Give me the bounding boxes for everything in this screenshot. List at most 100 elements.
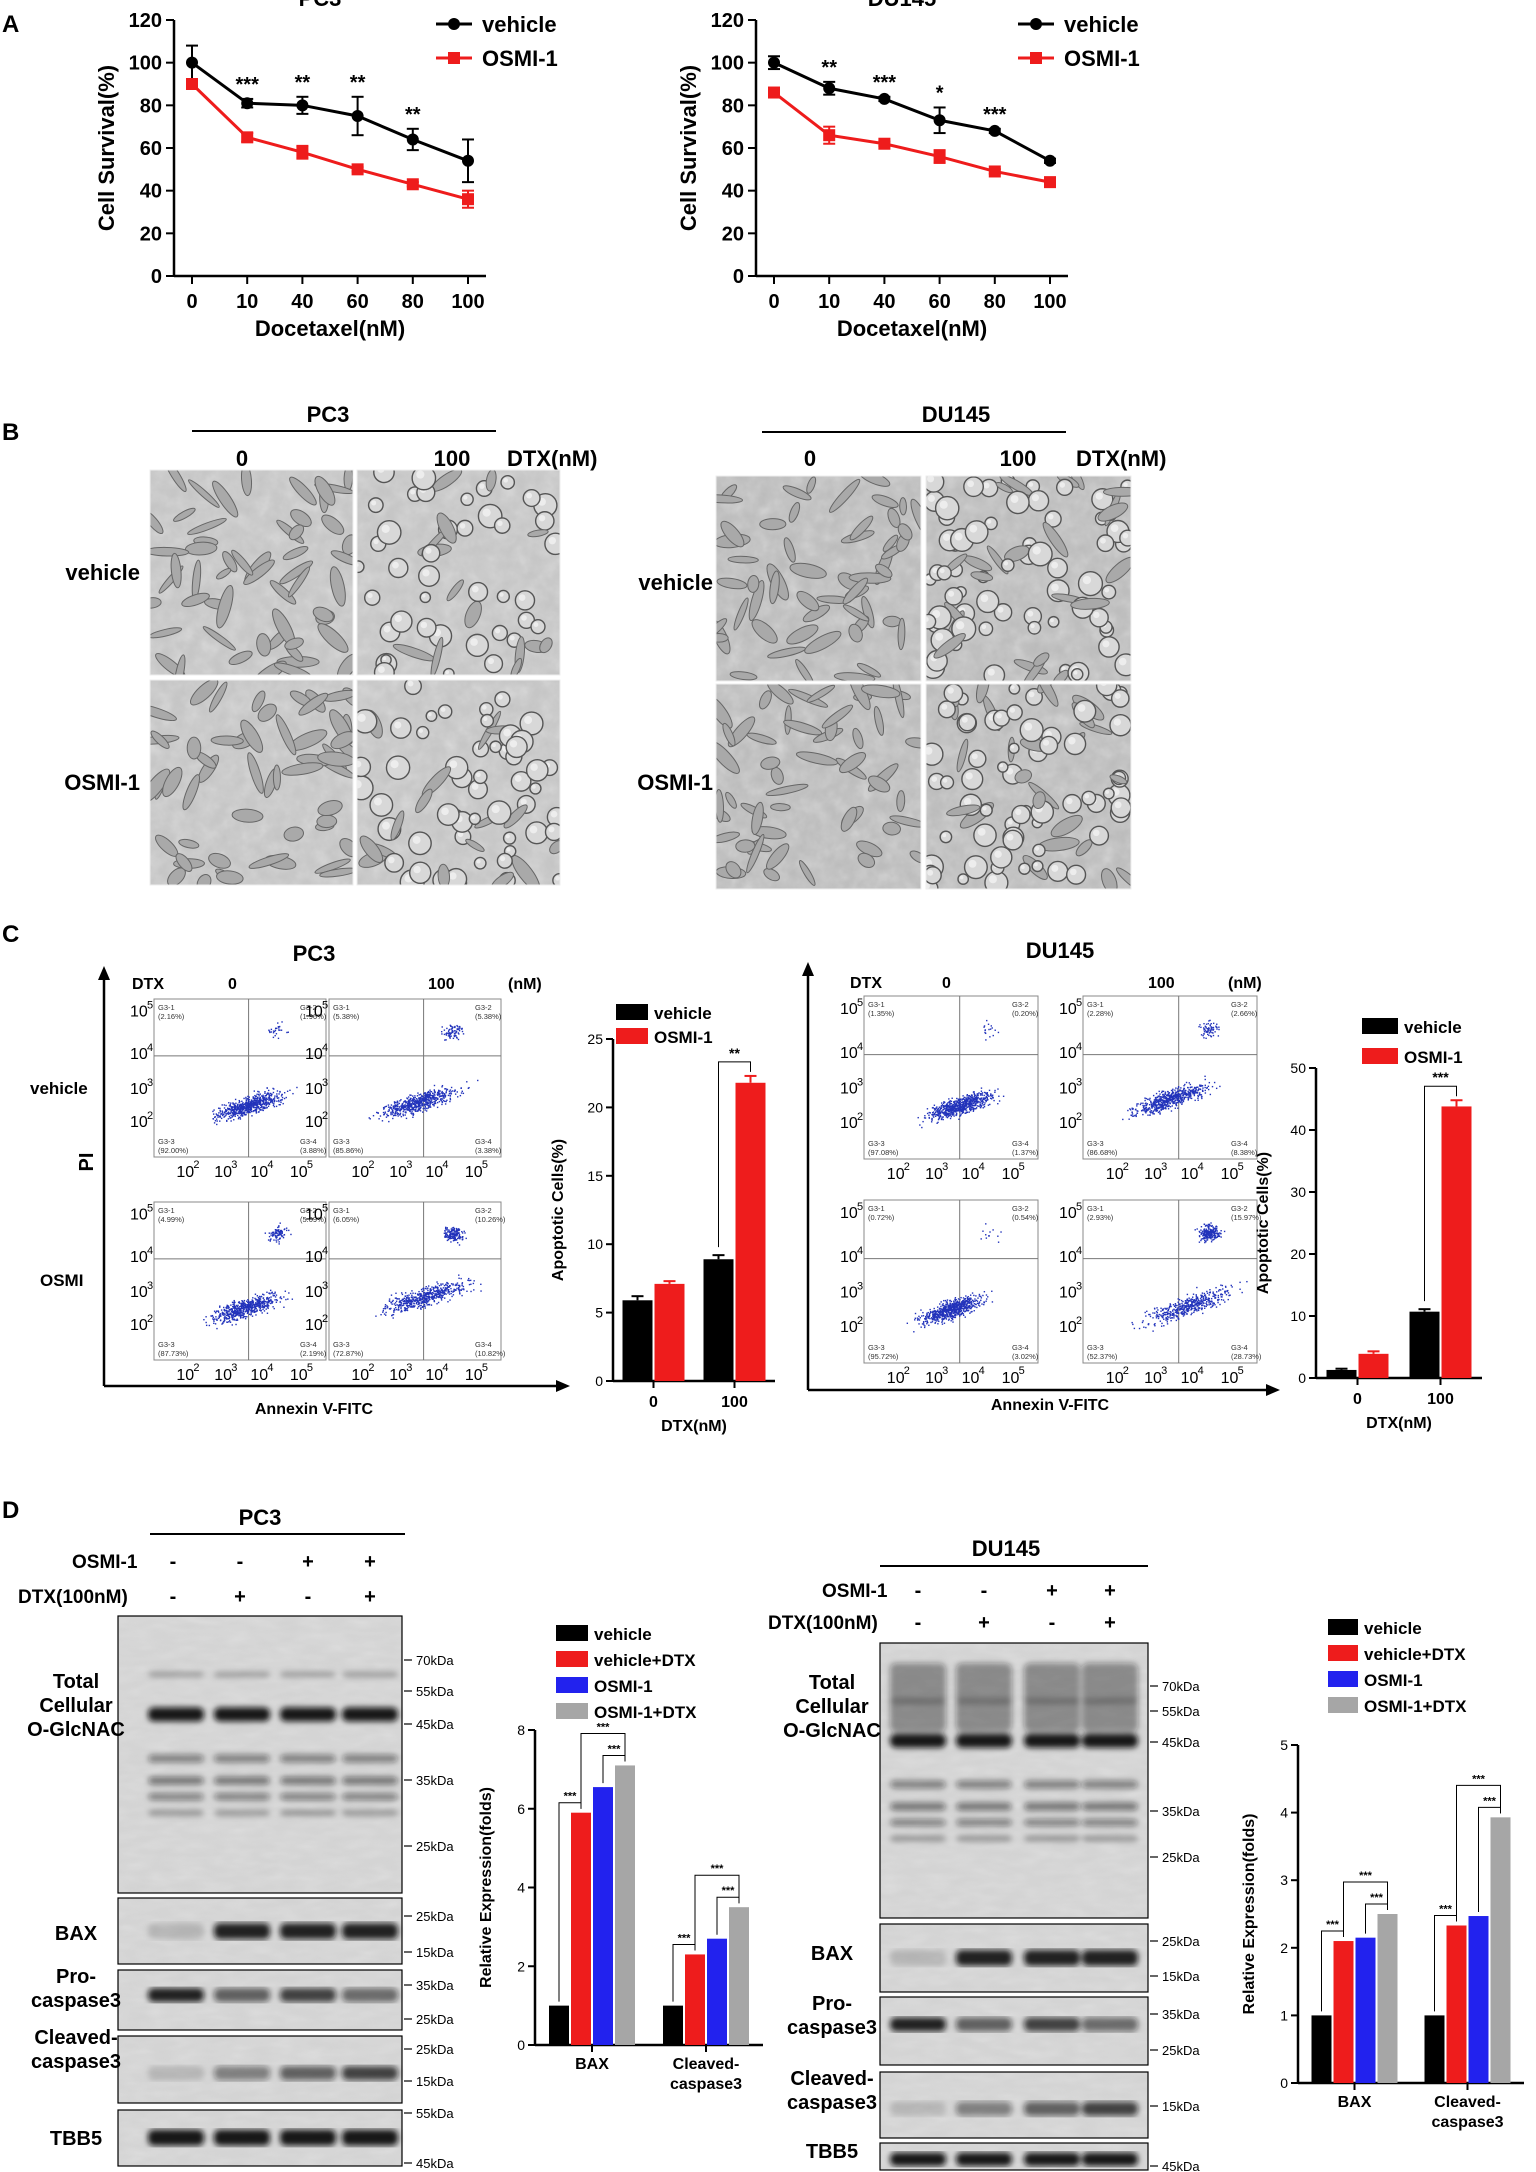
cell-highlight [1122,532,1129,539]
flow-event [427,1289,429,1292]
flow-event [438,1094,440,1096]
flow-event [1211,1085,1214,1088]
flow-event [259,1096,262,1099]
cell [187,479,220,508]
flow-event [249,1303,251,1306]
flow-event [253,1305,256,1307]
flow-event [226,1318,228,1320]
flow-event [253,1099,256,1101]
flow-event [1174,1100,1177,1102]
cell [926,742,944,766]
flow-event [424,1094,427,1096]
flow-x-tick-exp: 3 [231,1362,237,1374]
cell [725,791,737,809]
flow-event [460,1092,463,1094]
flow-event [279,1222,281,1224]
cell [182,774,201,811]
quadrant-q1-name: G3-1 [158,1206,175,1215]
flow-event [432,1092,434,1095]
flow-event [953,1115,955,1117]
flow-event [240,1308,242,1310]
flow-event [437,1286,439,1289]
flow-event [203,1318,205,1321]
flow-event [278,1103,280,1106]
flow-event [939,1108,942,1110]
cell [848,623,863,643]
cell [527,529,549,538]
cell [460,492,474,507]
flow-event [427,1285,430,1287]
flow-event [276,1096,278,1098]
y-tick-label: 120 [129,10,162,32]
cell [1039,735,1059,755]
flow-event [452,1037,455,1040]
flow-event [213,1122,216,1124]
flow-event [414,1095,416,1097]
cell [1055,478,1074,497]
flow-event [948,1110,950,1113]
flow-event [416,1101,418,1104]
cell-highlight [538,514,546,522]
flow-event [226,1321,228,1323]
flow-event [951,1097,953,1099]
flow-event [415,1110,418,1112]
flow-event [455,1289,457,1291]
quadrant-q4-name: G3-4 [1012,1139,1029,1148]
flow-event [434,1099,437,1101]
cell-highlight [1007,819,1013,825]
flow-event [422,1296,425,1298]
flow-event [230,1120,232,1122]
flow-event [395,1308,398,1311]
cell-highlight [1015,808,1022,816]
flow-event [418,1302,421,1304]
flow-x-tick-exp: 2 [368,1362,374,1374]
flow-event [376,1111,378,1114]
cell [240,470,253,497]
flow-event [421,1301,423,1303]
flow-event [417,1305,420,1308]
flow-event [288,1292,290,1294]
quadrant-q4-name: G3-4 [475,1340,492,1349]
flow-event [272,1087,274,1090]
flow-event [219,1109,221,1112]
cell-highlight [425,547,432,554]
flow-event [258,1098,261,1101]
flow-event [400,1311,402,1313]
flow-event [258,1097,260,1099]
flow-event [438,1289,440,1291]
flow-event [418,1094,420,1096]
flow-event [216,1310,218,1312]
flow-event [279,1029,281,1031]
flow-event [1155,1092,1158,1095]
flow-event [444,1297,446,1299]
flow-event [402,1304,404,1307]
flow-event [955,1112,958,1115]
cell [1070,667,1084,681]
flow-event [247,1098,249,1100]
flow-event [964,1103,967,1105]
flow-event [419,1096,422,1099]
flow-event [251,1305,254,1307]
flow-event [264,1095,267,1097]
flow-event [1134,1114,1136,1117]
flow-event [236,1307,239,1309]
flow-event [400,1115,403,1118]
flow-event [459,1025,461,1028]
cell [384,852,405,873]
quadrant-q2-value: (10.26%) [475,1215,506,1224]
cell [390,810,405,841]
cell [1027,620,1042,635]
flow-event [1160,1108,1163,1110]
flow-event [404,1307,406,1309]
flow-event [253,1104,255,1106]
cell [849,515,874,541]
flow-event [423,1100,425,1102]
flow-event [246,1110,249,1113]
quadrant-q1-value: (4.99%) [158,1215,185,1224]
flow-event [263,1102,265,1104]
cell-highlight [530,763,538,771]
cell [944,586,964,606]
cell-highlight [1068,737,1076,745]
flow-event [968,1111,970,1113]
flow-event [1219,1085,1221,1088]
